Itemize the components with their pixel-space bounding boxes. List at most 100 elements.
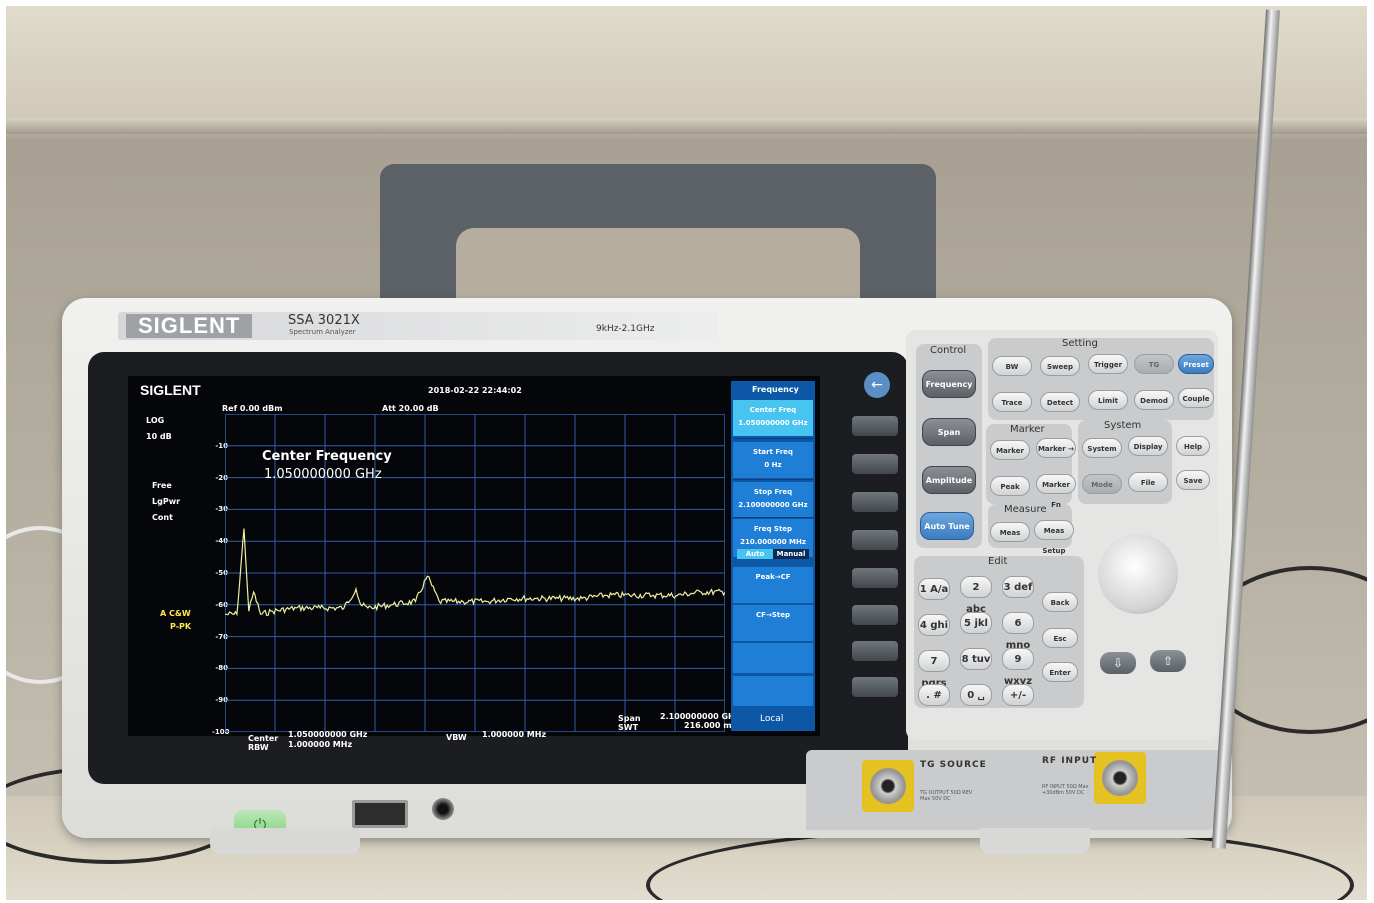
file-key[interactable]: File xyxy=(1128,472,1168,492)
esc-key[interactable]: Esc xyxy=(1042,628,1078,648)
overlay-title: Center Frequency xyxy=(262,449,392,464)
softkey-6[interactable] xyxy=(852,605,898,625)
sweep-key[interactable]: Sweep xyxy=(1040,356,1080,376)
rbw-value: 1.000000 MHz xyxy=(288,740,353,749)
softkey-4[interactable] xyxy=(852,530,898,550)
menu-stop-freq-value: 2.100000000 GHz xyxy=(738,501,808,509)
numpad-key[interactable]: 2 abc xyxy=(960,576,992,615)
softkey-7[interactable] xyxy=(852,641,898,661)
y-tick-label: -80 xyxy=(215,664,228,673)
numpad-key[interactable]: +/- xyxy=(1002,684,1034,706)
screen-brand: SIGLENT xyxy=(140,382,201,398)
menu-center-freq[interactable]: Center Freq 1.050000000 GHz xyxy=(733,400,813,436)
mode-key[interactable]: Mode xyxy=(1082,474,1122,494)
freq-step-manual[interactable]: Manual xyxy=(773,549,809,559)
softkey-1[interactable] xyxy=(852,416,898,436)
y-tick-label: -90 xyxy=(215,696,228,705)
softkey-5[interactable] xyxy=(852,568,898,588)
menu-empty-2 xyxy=(733,676,813,706)
control-title: Control xyxy=(930,345,967,356)
span-value: 2.100000000 GHz xyxy=(660,712,740,721)
swt-label: SWT xyxy=(618,723,639,732)
menu-divider xyxy=(733,479,813,480)
edit-title: Edit xyxy=(988,556,1008,567)
preset-key[interactable]: Preset xyxy=(1178,354,1214,374)
rf-input-connector[interactable] xyxy=(1094,752,1146,804)
demod-key[interactable]: Demod xyxy=(1134,390,1174,410)
numpad-key[interactable]: 6 mno xyxy=(1002,612,1034,651)
freq-step-auto[interactable]: Auto xyxy=(737,549,773,559)
limit-key[interactable]: Limit xyxy=(1088,390,1128,410)
frequency-range: 9kHz-2.1GHz xyxy=(596,324,655,334)
menu-start-freq[interactable]: Start Freq 0 Hz xyxy=(733,442,813,478)
menu-freq-step[interactable]: Freq Step 210.000000 MHz Auto Manual xyxy=(733,519,813,559)
return-button[interactable]: ← xyxy=(864,372,890,398)
numpad-key[interactable]: 5 jkl xyxy=(960,612,992,634)
numpad-key[interactable]: 7 pqrs xyxy=(918,650,950,689)
y-tick-label: -100 xyxy=(212,728,230,736)
ref-level: Ref 0.00 dBm xyxy=(222,404,283,413)
trigger-key[interactable]: Trigger xyxy=(1088,354,1128,374)
menu-stop-freq[interactable]: Stop Freq 2.100000000 GHz xyxy=(733,482,813,518)
enter-key[interactable]: Enter xyxy=(1042,662,1078,682)
menu-divider xyxy=(733,517,813,518)
auto-tune-key[interactable]: Auto Tune xyxy=(920,512,974,540)
help-key[interactable]: Help xyxy=(1176,436,1210,456)
menu-cf-to-step-label: CF→Step xyxy=(756,611,790,619)
tg-source-connector[interactable] xyxy=(862,760,914,812)
model-subtitle: Spectrum Analyzer xyxy=(289,328,356,336)
numpad-key[interactable]: 3 def xyxy=(1002,576,1034,598)
detect-key[interactable]: Detect xyxy=(1040,392,1080,412)
marker-fn-key[interactable]: Marker Fn xyxy=(1036,474,1076,509)
softkey-8[interactable] xyxy=(852,677,898,697)
back-key[interactable]: Back xyxy=(1042,592,1078,612)
numpad-key[interactable]: 9 wxyz xyxy=(1002,648,1034,687)
trace-key[interactable]: Trace xyxy=(992,392,1032,412)
status-lgpwr: LgPwr xyxy=(152,497,181,506)
down-arrow-key[interactable]: ⇩ xyxy=(1100,652,1136,674)
rotary-knob[interactable] xyxy=(1098,534,1178,614)
marker-key[interactable]: Marker xyxy=(990,440,1030,460)
numpad-key[interactable]: 1 A/a xyxy=(918,578,950,600)
frequency-key[interactable]: Frequency xyxy=(922,370,976,398)
usb-port[interactable] xyxy=(352,800,408,828)
menu-cf-to-step[interactable]: CF→Step xyxy=(733,605,813,641)
bw-key[interactable]: BW xyxy=(992,356,1032,376)
meas-setup-key[interactable]: Meas Setup xyxy=(1034,520,1074,555)
marker-to-key[interactable]: Marker → xyxy=(1036,438,1076,458)
amplitude-key[interactable]: Amplitude xyxy=(922,466,976,494)
numpad-key[interactable]: 8 tuv xyxy=(960,648,992,670)
scale-type: LOG xyxy=(146,416,165,425)
menu-peak-to-cf[interactable]: Peak→CF xyxy=(733,567,813,603)
peak-key[interactable]: Peak xyxy=(990,476,1030,496)
display-key[interactable]: Display xyxy=(1128,436,1168,456)
y-tick-label: -60 xyxy=(215,600,228,609)
span-label: Span xyxy=(618,714,641,723)
status-free: Free xyxy=(152,481,172,490)
tg-warning: TG OUTPUT 50Ω REV Max 50V DC xyxy=(920,790,973,802)
meas-key[interactable]: Meas xyxy=(990,522,1030,542)
marker-title: Marker xyxy=(1010,424,1045,435)
y-tick-label: -50 xyxy=(215,569,228,577)
span-key[interactable]: Span xyxy=(922,418,976,446)
numpad-key[interactable]: 4 ghi xyxy=(918,614,950,636)
couple-key[interactable]: Couple xyxy=(1178,388,1214,408)
softkey-2[interactable] xyxy=(852,454,898,474)
menu-center-freq-label: Center Freq xyxy=(749,406,797,414)
shelf-top xyxy=(6,6,1367,126)
numpad-key[interactable]: . # xyxy=(918,684,950,706)
softkey-3[interactable] xyxy=(852,492,898,512)
menu-freq-step-label: Freq Step xyxy=(753,525,793,533)
menu-freq-step-value: 210.000000 MHz xyxy=(740,538,806,546)
up-arrow-key[interactable]: ⇧ xyxy=(1150,650,1186,672)
save-key[interactable]: Save xyxy=(1176,470,1210,490)
status-cont: Cont xyxy=(152,513,173,522)
numpad-key[interactable]: 0 ␣ xyxy=(960,684,992,706)
rf-input-label: RF INPUT xyxy=(1042,756,1098,766)
brand-logo: SIGLENT xyxy=(126,314,253,338)
local-indicator: Local xyxy=(760,714,784,724)
system-key[interactable]: System xyxy=(1082,438,1122,458)
menu-stop-freq-label: Stop Freq xyxy=(753,488,793,496)
tg-key[interactable]: TG xyxy=(1134,354,1174,374)
spectrum-trace xyxy=(225,528,725,617)
